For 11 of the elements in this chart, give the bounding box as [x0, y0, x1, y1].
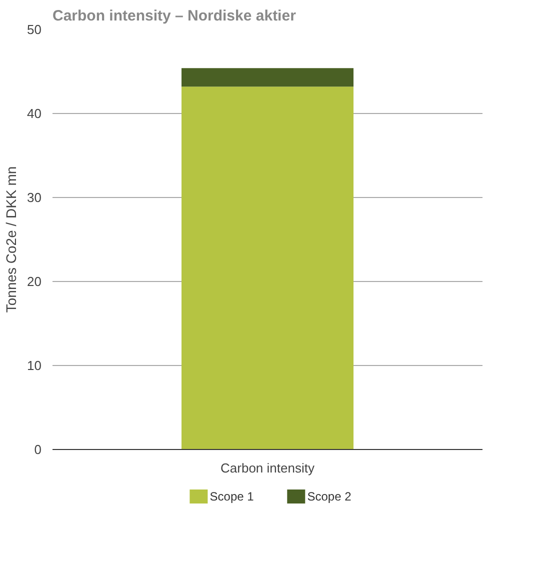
- chart-title: Carbon intensity – Nordiske aktier: [52, 8, 296, 24]
- legend-label: Scope 2: [307, 490, 352, 504]
- y-tick-label: 30: [27, 190, 42, 205]
- x-tick-label: Carbon intensity: [220, 460, 315, 476]
- y-tick-label: 0: [34, 442, 42, 457]
- y-tick-label: 10: [27, 358, 42, 373]
- y-tick-label: 20: [27, 274, 42, 289]
- y-tick-label: 50: [27, 22, 42, 37]
- y-axis-title: Tonnes Co2e / DKK mn: [3, 166, 20, 313]
- y-tick-label: 40: [27, 106, 42, 121]
- legend-label: Scope 1: [210, 490, 254, 504]
